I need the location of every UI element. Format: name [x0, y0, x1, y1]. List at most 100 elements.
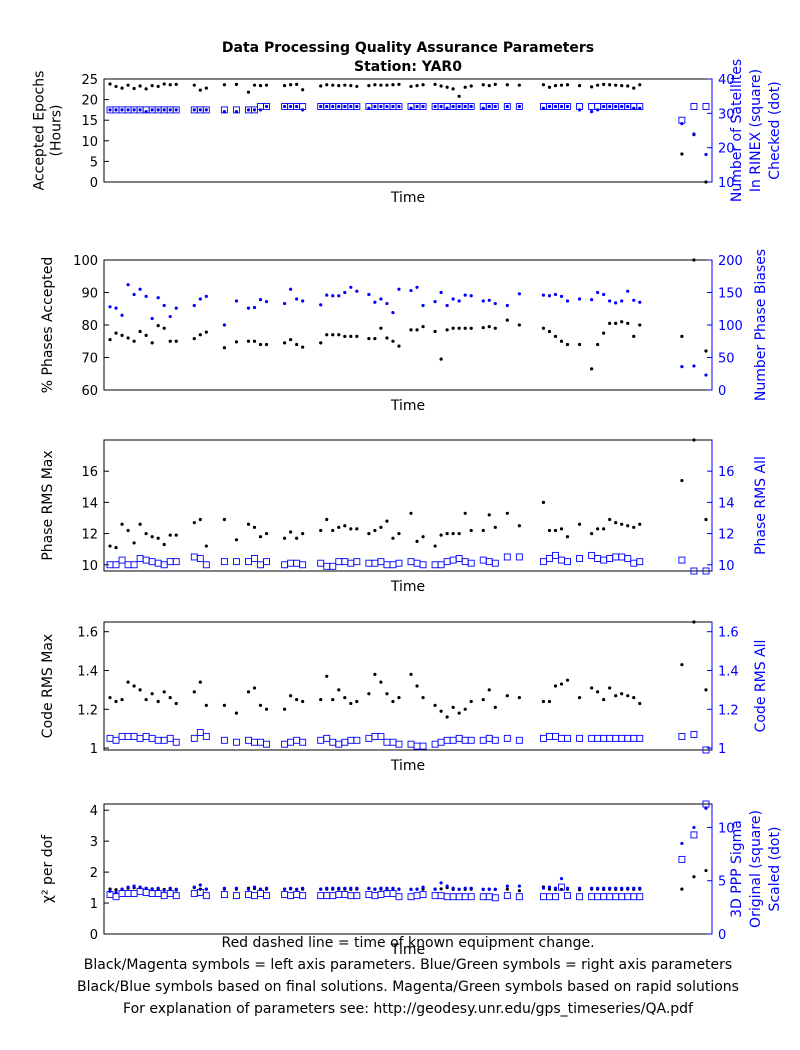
data-point-dot [421, 83, 425, 87]
data-point-square [220, 891, 228, 899]
data-point-dot [252, 83, 257, 87]
data-point-dot [337, 333, 341, 337]
data-point-dot [258, 535, 263, 539]
data-point-dot [451, 705, 455, 709]
data-point-dot [397, 887, 401, 891]
data-point-dot [355, 527, 359, 531]
data-point-dot [620, 522, 624, 526]
data-point-dot [373, 337, 377, 341]
data-point-dot [289, 886, 293, 890]
data-point-dot [439, 709, 443, 713]
data-point-dot [301, 299, 305, 303]
data-point-dot [559, 294, 564, 298]
data-point-dot [439, 84, 443, 88]
data-point-dot [577, 886, 582, 890]
data-point-dot [132, 108, 136, 112]
series-3-1 [108, 438, 708, 550]
data-point-dot [421, 303, 425, 308]
data-point-dot [120, 108, 124, 112]
data-point-dot [289, 338, 293, 342]
data-point-square [467, 893, 475, 901]
data-point-dot [553, 684, 558, 688]
data-point-dot [234, 538, 239, 542]
data-point-dot [397, 531, 401, 536]
data-point-dot [120, 697, 124, 702]
right-tick-label: 50 [718, 352, 735, 367]
data-point-dot [457, 94, 461, 98]
data-point-dot [108, 544, 112, 548]
data-point-dot [282, 104, 287, 109]
data-point-dot [565, 678, 570, 682]
data-point-dot [108, 338, 112, 342]
data-point-dot [632, 86, 636, 90]
data-point-dot [553, 886, 558, 890]
plot-area [103, 439, 713, 572]
data-point-dot [373, 104, 377, 109]
plot-area [103, 259, 713, 391]
data-point-dot [397, 104, 401, 109]
data-point-dot [632, 696, 636, 700]
data-point-dot [319, 84, 323, 88]
data-point-square [690, 831, 698, 839]
data-point-dot [385, 519, 389, 523]
data-point-dot [391, 311, 395, 315]
data-point-dot [246, 522, 251, 526]
data-point-dot [246, 339, 251, 343]
data-point-dot [704, 349, 708, 353]
data-point-dot [234, 711, 239, 715]
chart-panel-5: 0 1 2 3 4 0 5 10 Time χ² per dof 3D PPP Sigma Origi… [40, 800, 783, 958]
data-point-square [419, 561, 427, 569]
data-point-square [552, 551, 559, 559]
data-point-dot [596, 342, 600, 347]
data-point-dot [204, 108, 208, 112]
data-point-dot [577, 108, 582, 112]
data-point-dot [409, 672, 413, 676]
data-point-square [202, 561, 210, 569]
data-point-dot [577, 83, 582, 88]
data-point-dot [409, 106, 413, 110]
data-point-dot [252, 885, 257, 889]
data-point-dot [282, 887, 287, 891]
data-point-square [251, 555, 258, 562]
data-point-dot [620, 886, 624, 890]
data-point-dot [198, 883, 202, 887]
data-point-dot [553, 83, 558, 88]
data-point-square [467, 736, 475, 744]
data-point-dot [108, 108, 112, 112]
data-point-dot [295, 342, 299, 347]
data-point-dot [156, 886, 160, 890]
data-point-square [395, 893, 403, 901]
data-point-dot [144, 333, 148, 337]
data-point-dot [385, 886, 389, 890]
data-point-dot [559, 83, 564, 87]
data-point-dot [246, 690, 251, 694]
data-point-dot [620, 692, 624, 696]
data-point-dot [150, 535, 154, 539]
data-point-square [172, 106, 180, 114]
data-point-dot [692, 438, 696, 442]
data-point-dot [379, 297, 383, 301]
figure-title: Data Processing Quality Assurance Parame… [222, 40, 594, 56]
data-point-dot [138, 885, 142, 889]
data-point-square [419, 891, 427, 899]
data-point-dot [577, 297, 582, 301]
data-point-dot [626, 104, 630, 109]
series-5-3 [108, 806, 708, 895]
data-point-dot [192, 303, 196, 308]
data-point-dot [301, 345, 305, 349]
left-tick-label: 60 [81, 384, 98, 399]
data-point-dot [415, 539, 419, 543]
data-point-dot [325, 886, 329, 890]
data-point-dot [252, 108, 257, 112]
data-point-dot [692, 132, 696, 136]
data-point-dot [439, 290, 443, 295]
data-point-dot [108, 889, 112, 893]
data-point-dot [144, 87, 148, 91]
data-point-dot [331, 333, 335, 337]
data-point-square [515, 893, 523, 901]
data-point-square [172, 558, 180, 566]
data-point-dot [602, 331, 606, 335]
data-point-dot [445, 328, 449, 332]
data-point-dot [301, 699, 305, 704]
data-point-dot [355, 886, 359, 890]
